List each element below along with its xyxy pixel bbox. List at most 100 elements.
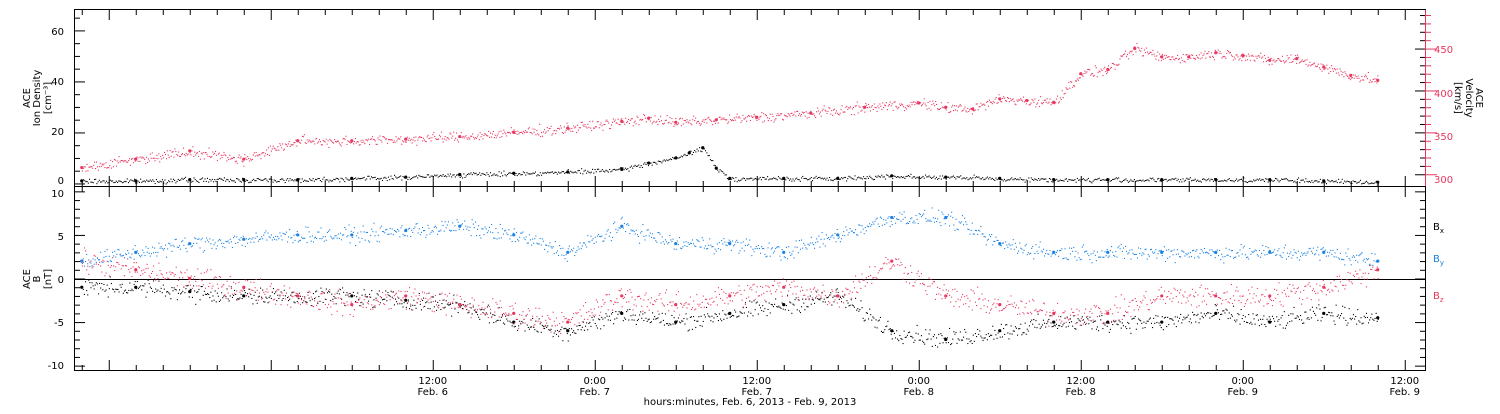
scatter-dot-bz-724 xyxy=(864,280,865,281)
scatter-dot-bz-296 xyxy=(401,300,402,301)
scatter-dot-bz-981 xyxy=(1141,302,1142,303)
scatter-dot-density-473 xyxy=(656,164,657,165)
scatter-dot-velocity-761 xyxy=(801,114,802,115)
scatter-dot-density-32 xyxy=(121,181,122,182)
scatter-dot-velocity-749 xyxy=(790,116,791,117)
scatter-dot-velocity-895 xyxy=(928,102,929,103)
scatter-dot-bx-375 xyxy=(487,306,488,307)
scatter-dot-density-99 xyxy=(202,178,203,179)
scatter-dot-bz-125 xyxy=(217,284,218,285)
scatter-dot-density-902 xyxy=(1178,179,1179,180)
scatter-dot-bx-300 xyxy=(406,307,407,308)
scatter-dot-bz-1024 xyxy=(1188,300,1189,301)
scatter-dot-density-617 xyxy=(831,180,832,181)
scatter-dot-bx-837 xyxy=(986,334,987,335)
scatter-dot-density-517 xyxy=(710,159,711,160)
scatter-dot-bx-493 xyxy=(614,319,615,320)
scatter-dot-density-699 xyxy=(931,178,932,179)
scatter-dot-bx-371 xyxy=(482,312,483,313)
scatter-dot-bx-698 xyxy=(836,289,837,290)
scatter-dot-bz-762 xyxy=(905,267,906,268)
scatter-dot-density-333 xyxy=(486,172,487,173)
scatter-dot-density-558 xyxy=(760,177,761,178)
scatter-dot-velocity-694 xyxy=(738,117,739,118)
scatter-dot-bz-471 xyxy=(590,309,591,310)
scatter-dot-density-736 xyxy=(976,176,977,177)
scatter-dot-bz-707 xyxy=(845,288,846,289)
scatter-dot-bx-28 xyxy=(112,289,113,290)
scatter-dot-bx-1061 xyxy=(1228,318,1229,319)
scatter-dot-bx-564 xyxy=(691,316,692,317)
scatter-dot-bx-607 xyxy=(737,316,738,317)
scatter-dot-bx-735 xyxy=(876,319,877,320)
scatter-dot-density-643 xyxy=(863,176,864,177)
scatter-dot-bz-826 xyxy=(974,293,975,294)
scatter-dot-velocity-562 xyxy=(613,119,614,120)
scatter-dot-bz-701 xyxy=(839,307,840,308)
scatter-dot-bz-1001 xyxy=(1163,299,1164,300)
scatter-dot-density-629 xyxy=(846,180,847,181)
scatter-dot-bx-658 xyxy=(792,304,793,305)
scatter-dot-bx-926 xyxy=(1082,316,1083,317)
scatter-dot-bx-490 xyxy=(611,313,612,314)
scatter-dot-bz-894 xyxy=(1047,320,1048,321)
scatter-dot-velocity-1001 xyxy=(1028,100,1029,101)
scatter-dot-density-128 xyxy=(237,178,238,179)
scatter-dot-bz-572 xyxy=(700,304,701,305)
scatter-dot-velocity-154 xyxy=(227,157,228,158)
scatter-dot-bx-1136 xyxy=(1309,319,1310,320)
scatter-dot-bx-70 xyxy=(157,290,158,291)
scatter-dot-bz-1174 xyxy=(1350,273,1351,274)
scatter-dot-bz-1162 xyxy=(1337,276,1338,277)
scatter-dot-density-957 xyxy=(1245,181,1246,182)
scatter-dot-velocity-601 xyxy=(650,121,651,122)
scatter-dot-bz-1083 xyxy=(1251,287,1252,288)
scatter-dot-velocity-671 xyxy=(716,120,717,121)
scatter-dot-bz-702 xyxy=(840,296,841,297)
scatter-dot-bx-2 xyxy=(84,294,85,295)
scatter-dot-bx-686 xyxy=(823,301,824,302)
scatter-dot-bx-525 xyxy=(649,319,650,320)
scatter-dot-bz-240 xyxy=(341,302,342,303)
scatter-dot-bz-618 xyxy=(749,288,750,289)
scatter-dot-velocity-1350 xyxy=(1358,76,1359,77)
scatter-dot-density-638 xyxy=(857,177,858,178)
scatter-dot-density-742 xyxy=(983,179,984,180)
scatter-dot-density-847 xyxy=(1111,180,1112,181)
scatter-dot-density-299 xyxy=(445,175,446,176)
scatter-dot-density-777 xyxy=(1026,180,1027,181)
scatter-dot-velocity-1206 xyxy=(1221,58,1222,59)
scatter-dot-bx-604 xyxy=(734,310,735,311)
scatter-dot-bx-1199 xyxy=(1377,321,1378,322)
scatter-dot-velocity-1290 xyxy=(1301,61,1302,62)
scatter-dot-bx-770 xyxy=(913,342,914,343)
scatter-dot-bz-358 xyxy=(468,310,469,311)
scatter-dot-velocity-1210 xyxy=(1225,58,1226,59)
scatter-dot-density-76 xyxy=(174,180,175,181)
scatter-dot-bz-850 xyxy=(1000,303,1001,304)
scatter-dot-bz-918 xyxy=(1073,312,1074,313)
scatter-dot-density-477 xyxy=(661,162,662,163)
scatter-dot-bz-419 xyxy=(534,324,535,325)
scatter-dot-bx-474 xyxy=(594,316,595,317)
scatter-dot-bx-593 xyxy=(722,310,723,311)
scatter-dot-bx-193 xyxy=(290,295,291,296)
scatter-dot-velocity-667 xyxy=(712,124,713,125)
scatter-dot-bz-721 xyxy=(860,288,861,289)
scatter-dot-density-723 xyxy=(960,175,961,176)
scatter-dot-velocity-1077 xyxy=(1100,71,1101,72)
scatter-dot-bz-1066 xyxy=(1233,295,1234,296)
scatter-dot-bz-626 xyxy=(758,296,759,297)
scatter-dot-density-203 xyxy=(328,181,329,182)
scatter-dot-bx-1120 xyxy=(1291,320,1292,321)
scatter-dot-bz-768 xyxy=(911,272,912,273)
scatter-dot-density-1015 xyxy=(1315,180,1316,181)
scatter-dot-bx-526 xyxy=(650,322,651,323)
scatter-dot-velocity-124 xyxy=(199,151,200,152)
scatter-dot-bx-87 xyxy=(176,289,177,290)
scatter-dot-density-853 xyxy=(1118,177,1119,178)
scatter-dot-velocity-90 xyxy=(167,150,168,151)
scatter-dot-bz-299 xyxy=(405,291,406,292)
scatter-dot-bz-827 xyxy=(975,302,976,303)
scatter-dot-bx-994 xyxy=(1155,315,1156,316)
